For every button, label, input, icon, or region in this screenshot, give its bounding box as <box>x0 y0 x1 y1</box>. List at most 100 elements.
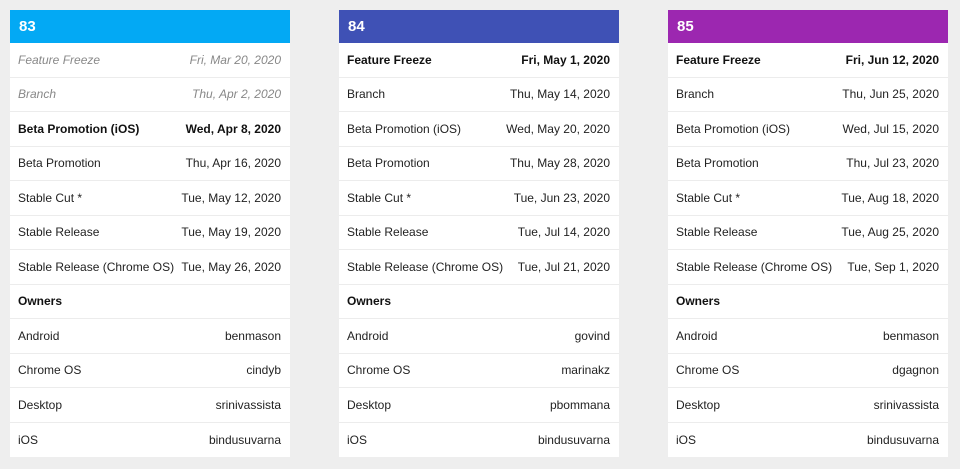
owner-platform: Android <box>347 328 389 343</box>
card-header: 85 <box>668 10 948 43</box>
owner-platform: Chrome OS <box>18 363 82 378</box>
owner-platform: Desktop <box>676 397 721 412</box>
owner-name: bindusuvarna <box>866 432 939 447</box>
owner-platform: Desktop <box>18 397 63 412</box>
milestone-date: Thu, Apr 16, 2020 <box>185 156 281 171</box>
owners-heading: Owners <box>18 294 63 309</box>
milestone-label: Feature Freeze <box>676 52 761 67</box>
milestone-date: Wed, Jul 15, 2020 <box>842 121 939 136</box>
owner-platform: Desktop <box>347 397 392 412</box>
owner-platform: Chrome OS <box>676 363 740 378</box>
owner-row: Chrome OS dgagnon <box>668 354 948 388</box>
release-card: 83 Feature Freeze Fri, Mar 20, 2020 Branch T… <box>10 10 290 457</box>
owner-name: benmason <box>882 328 939 343</box>
milestone-label: Beta Promotion <box>347 156 430 171</box>
owner-platform: iOS <box>18 432 39 447</box>
milestone-label: Branch <box>676 87 715 102</box>
owners-heading-row: Owners <box>10 285 290 319</box>
card-header: 83 <box>10 10 290 43</box>
owner-row: iOS bindusuvarna <box>668 423 948 458</box>
owner-platform: iOS <box>676 432 697 447</box>
milestone-label: Branch <box>18 87 57 102</box>
owners-heading: Owners <box>347 294 392 309</box>
milestone-row: Beta Promotion Thu, Jul 23, 2020 <box>668 147 948 181</box>
owner-name: cindyb <box>246 363 281 378</box>
milestone-date: Thu, May 14, 2020 <box>509 87 610 102</box>
milestone-label: Stable Release <box>676 225 758 240</box>
release-card: 85 Feature Freeze Fri, Jun 12, 2020 Branch T… <box>668 10 948 457</box>
milestone-date: Tue, Jul 14, 2020 <box>517 225 610 240</box>
milestone-row: Stable Cut * Tue, Aug 18, 2020 <box>668 181 948 216</box>
milestone-row: Stable Cut * Tue, Jun 23, 2020 <box>339 181 619 216</box>
milestone-label: Beta Promotion (iOS) <box>18 121 140 136</box>
milestone-label: Stable Cut * <box>676 190 741 205</box>
milestone-row: Stable Release Tue, Aug 25, 2020 <box>668 216 948 250</box>
owner-row: Android govind <box>339 319 619 354</box>
owner-row: iOS bindusuvarna <box>10 423 290 458</box>
owners-heading: Owners <box>676 294 721 309</box>
owner-platform: Chrome OS <box>347 363 411 378</box>
milestone-date: Tue, Aug 18, 2020 <box>841 190 939 205</box>
owner-name: govind <box>574 328 610 343</box>
milestone-label: Beta Promotion (iOS) <box>347 121 462 136</box>
milestone-row: Feature Freeze Fri, Mar 20, 2020 <box>10 43 290 78</box>
milestone-label: Feature Freeze <box>347 52 432 67</box>
milestone-row: Feature Freeze Fri, Jun 12, 2020 <box>668 43 948 78</box>
release-card: 84 Feature Freeze Fri, May 1, 2020 Branch Th… <box>339 10 619 457</box>
milestone-row: Stable Release (Chrome OS) Tue, May 26, 2… <box>10 250 290 285</box>
owners-heading-row: Owners <box>668 285 948 319</box>
milestone-label: Stable Release (Chrome OS) <box>347 259 504 274</box>
milestone-row: Stable Cut * Tue, May 12, 2020 <box>10 181 290 216</box>
milestone-label: Branch <box>347 87 386 102</box>
milestone-row: Beta Promotion (iOS) Wed, May 20, 2020 <box>339 112 619 147</box>
owner-name: pbommana <box>549 397 610 412</box>
owner-row: Chrome OS marinakz <box>339 354 619 388</box>
milestone-label: Stable Release (Chrome OS) <box>676 259 833 274</box>
owner-row: Desktop srinivassista <box>10 388 290 423</box>
milestone-row: Beta Promotion (iOS) Wed, Jul 15, 2020 <box>668 112 948 147</box>
milestone-label: Stable Release (Chrome OS) <box>18 259 175 274</box>
milestone-row: Branch Thu, May 14, 2020 <box>339 78 619 112</box>
milestone-date: Thu, May 28, 2020 <box>509 156 610 171</box>
owner-name: srinivassista <box>873 397 939 412</box>
owner-platform: Android <box>18 328 60 343</box>
milestone-label: Stable Release <box>18 225 100 240</box>
owner-row: iOS bindusuvarna <box>339 423 619 458</box>
milestone-label: Feature Freeze <box>18 52 101 67</box>
owner-row: Desktop srinivassista <box>668 388 948 423</box>
owner-platform: iOS <box>347 432 368 447</box>
owner-name: dgagnon <box>892 363 939 378</box>
milestone-label: Stable Cut * <box>347 190 412 205</box>
milestone-row: Beta Promotion Thu, May 28, 2020 <box>339 147 619 181</box>
milestone-row: Branch Thu, Apr 2, 2020 <box>10 78 290 112</box>
milestone-row: Feature Freeze Fri, May 1, 2020 <box>339 43 619 78</box>
milestone-row: Stable Release (Chrome OS) Tue, Sep 1, 20… <box>668 250 948 285</box>
milestone-date: Tue, Jul 21, 2020 <box>517 259 610 274</box>
owner-platform: Android <box>676 328 718 343</box>
owner-name: srinivassista <box>215 397 281 412</box>
milestone-label: Stable Cut * <box>18 190 83 205</box>
milestone-date: Fri, Jun 12, 2020 <box>845 52 939 67</box>
owner-name: bindusuvarna <box>537 432 610 447</box>
milestone-date: Fri, Mar 20, 2020 <box>189 52 281 67</box>
milestone-row: Branch Thu, Jun 25, 2020 <box>668 78 948 112</box>
milestone-row: Stable Release Tue, Jul 14, 2020 <box>339 216 619 250</box>
owners-heading-row: Owners <box>339 285 619 319</box>
milestone-date: Tue, May 19, 2020 <box>181 225 281 240</box>
owner-name: benmason <box>224 328 281 343</box>
milestone-date: Tue, Jun 23, 2020 <box>513 190 610 205</box>
milestone-row: Beta Promotion Thu, Apr 16, 2020 <box>10 147 290 181</box>
owner-row: Desktop pbommana <box>339 388 619 423</box>
milestone-date: Thu, Jun 25, 2020 <box>842 87 939 102</box>
milestone-date: Thu, Jul 23, 2020 <box>846 156 939 171</box>
owner-name: bindusuvarna <box>208 432 281 447</box>
owner-row: Chrome OS cindyb <box>10 354 290 388</box>
milestone-date: Thu, Apr 2, 2020 <box>192 87 281 102</box>
owner-row: Android benmason <box>10 319 290 354</box>
milestone-date: Wed, Apr 8, 2020 <box>185 121 281 136</box>
milestone-date: Tue, May 26, 2020 <box>181 259 281 274</box>
milestone-row: Stable Release (Chrome OS) Tue, Jul 21, 2… <box>339 250 619 285</box>
milestone-date: Tue, Aug 25, 2020 <box>841 225 939 240</box>
milestone-label: Beta Promotion <box>18 156 101 171</box>
